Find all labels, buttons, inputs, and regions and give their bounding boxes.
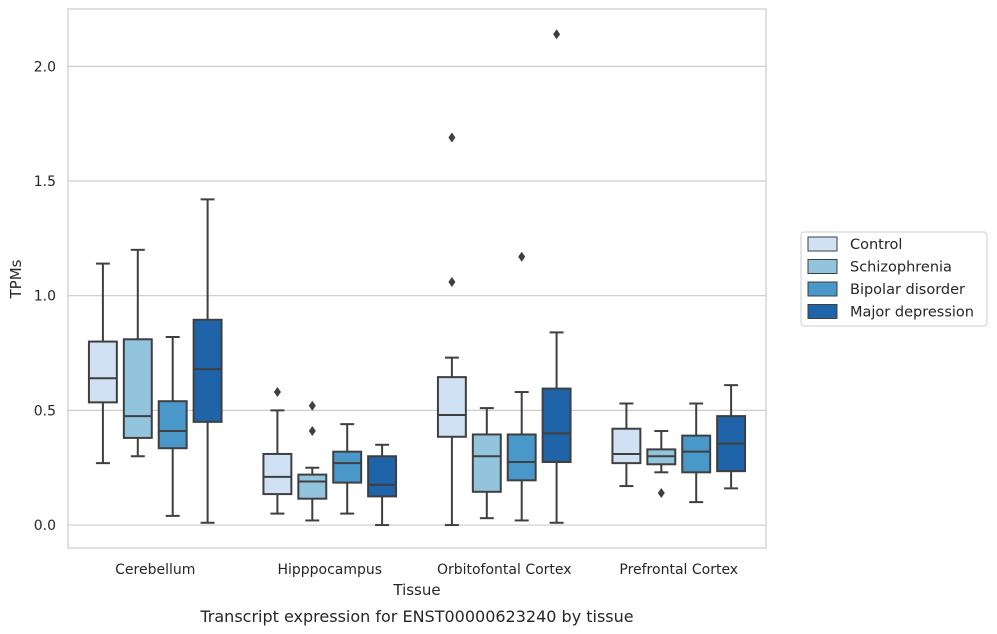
box-rect xyxy=(471,433,502,493)
outlier-point xyxy=(448,276,456,287)
x-tick-label: Prefrontal Cortex xyxy=(619,562,738,578)
box-item xyxy=(436,132,467,527)
box-item xyxy=(262,387,293,515)
x-tick-label: Hipppocampus xyxy=(277,562,382,578)
y-tick-label: 0.0 xyxy=(34,518,56,534)
box-rect xyxy=(367,455,398,498)
box-rect xyxy=(332,450,363,484)
outlier-point xyxy=(308,426,316,437)
box-rect xyxy=(262,452,293,496)
box-rect xyxy=(611,427,642,465)
chart-caption: Transcript expression for ENST0000062324… xyxy=(199,607,633,626)
box-item xyxy=(87,262,118,465)
legend-label: Schizophrenia xyxy=(850,260,952,276)
box-rect xyxy=(506,433,537,482)
outlier-point xyxy=(273,387,281,398)
box-rect xyxy=(541,387,572,463)
box-item xyxy=(541,29,572,524)
outlier-point xyxy=(518,251,526,262)
box-item xyxy=(716,384,747,490)
outlier-point xyxy=(448,132,456,143)
box-item xyxy=(297,400,328,522)
x-tick-label: Cerebellum xyxy=(115,562,195,578)
box-rect xyxy=(681,434,712,474)
outlier-point xyxy=(657,487,665,498)
box-rect xyxy=(157,400,188,450)
y-tick-label: 2.0 xyxy=(34,59,56,75)
series-group xyxy=(122,248,677,522)
legend-swatch xyxy=(807,259,838,274)
plot-area-frame xyxy=(67,8,767,549)
y-axis-label: TPMs xyxy=(7,259,25,299)
box-item xyxy=(506,251,537,522)
x-tick-label: Orbitofontal Cortex xyxy=(437,562,572,578)
y-tick-label: 1.5 xyxy=(34,174,56,190)
y-tick-labels: 0.0 0.5 1.0 1.5 2.0 xyxy=(34,59,56,534)
box-item xyxy=(122,248,153,458)
box-item xyxy=(646,430,677,498)
y-tick-label: 0.5 xyxy=(34,403,56,419)
series-group xyxy=(192,29,747,527)
box-item xyxy=(332,423,363,515)
y-tick-label: 1.0 xyxy=(34,289,56,305)
outlier-point xyxy=(553,29,561,40)
box-item xyxy=(681,402,712,504)
legend-label: Major depression xyxy=(850,305,974,321)
legend-swatch xyxy=(807,281,838,297)
legend-swatch xyxy=(807,304,838,319)
box-item xyxy=(192,198,223,524)
series-group xyxy=(87,132,642,527)
legend-frame xyxy=(800,231,988,327)
box-item xyxy=(611,402,642,488)
legend-swatch xyxy=(807,236,838,252)
outlier-point xyxy=(308,400,316,411)
series-group xyxy=(157,251,712,522)
box-rect xyxy=(122,338,153,439)
x-axis-label: Tissue xyxy=(392,581,440,599)
box-rect xyxy=(192,318,223,423)
legend: Control Schizophrenia Bipolar disorder Majo… xyxy=(800,231,988,327)
box-item xyxy=(157,335,188,517)
x-tick-labels: Cerebellum Hipppocampus Orbitofontal Corte… xyxy=(115,562,738,578)
box-rect xyxy=(297,473,328,500)
box-item xyxy=(471,407,502,520)
legend-label: Control xyxy=(850,237,902,253)
box-series xyxy=(87,29,747,527)
box-rect xyxy=(87,340,118,404)
box-item xyxy=(367,443,398,527)
box-rect xyxy=(436,376,467,438)
legend-label: Bipolar disorder xyxy=(850,282,965,298)
